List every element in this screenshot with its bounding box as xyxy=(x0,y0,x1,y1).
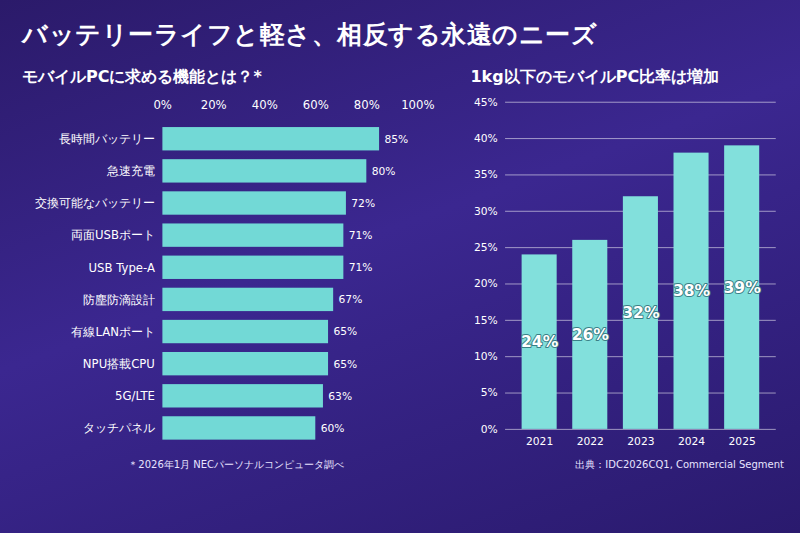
svg-text:71%: 71% xyxy=(349,261,373,274)
svg-text:24%: 24% xyxy=(521,333,559,351)
svg-text:45%: 45% xyxy=(474,96,498,109)
svg-text:0%: 0% xyxy=(153,98,172,112)
svg-text:25%: 25% xyxy=(474,241,498,254)
svg-text:20%: 20% xyxy=(201,98,227,112)
svg-text:38%: 38% xyxy=(673,282,711,300)
svg-text:65%: 65% xyxy=(333,358,357,371)
svg-text:80%: 80% xyxy=(354,98,380,112)
svg-text:40%: 40% xyxy=(252,98,278,112)
svg-text:30%: 30% xyxy=(474,205,498,218)
svg-text:40%: 40% xyxy=(474,132,498,145)
svg-text:USB Type-A: USB Type-A xyxy=(88,261,154,275)
html-text:出典：IDC2026CQ1, Commercial Segm: 出典：IDC2026CQ1, Commercial Segment xyxy=(575,459,784,471)
svg-text:35%: 35% xyxy=(474,168,498,181)
svg-text:15%: 15% xyxy=(474,314,498,327)
svg-text:71%: 71% xyxy=(349,229,373,242)
svg-text:20%: 20% xyxy=(474,277,498,290)
svg-text:NPU搭載CPU: NPU搭載CPU xyxy=(83,357,155,371)
svg-text:100%: 100% xyxy=(401,98,434,112)
svg-text:有線LANポート: 有線LANポート xyxy=(71,325,155,339)
svg-text:67%: 67% xyxy=(339,293,363,306)
svg-text:2022: 2022 xyxy=(577,435,604,448)
svg-text:5%: 5% xyxy=(481,386,498,399)
svg-text:交換可能なバッテリー: 交換可能なバッテリー xyxy=(35,196,155,210)
svg-text:0%: 0% xyxy=(481,423,498,436)
svg-text:2021: 2021 xyxy=(526,435,553,448)
svg-text:65%: 65% xyxy=(333,325,357,338)
svg-text:26%: 26% xyxy=(572,326,610,344)
svg-text:タッチパネル: タッチパネル xyxy=(83,421,155,435)
svg-text:急速充電: 急速充電 xyxy=(106,164,155,178)
svg-text:80%: 80% xyxy=(372,165,396,178)
svg-text:39%: 39% xyxy=(724,279,762,297)
svg-text:2024: 2024 xyxy=(678,435,705,448)
html-text:バッテリーライフと軽さ、相反する永遠のニーズ: バッテリーライフと軽さ、相反する永遠のニーズ xyxy=(22,20,597,49)
svg-text:両面USBポート: 両面USBポート xyxy=(71,228,155,242)
svg-text:63%: 63% xyxy=(328,390,352,403)
svg-text:2025: 2025 xyxy=(729,435,756,448)
html-text:＊2026年1月 NECパーソナルコンピュータ調べ: ＊2026年1月 NECパーソナルコンピュータ調べ xyxy=(128,459,345,471)
svg-text:85%: 85% xyxy=(384,133,408,146)
html-text:モバイルPCに求める機能とは？*: モバイルPCに求める機能とは？* xyxy=(22,67,262,86)
svg-text:防塵防滴設計: 防塵防滴設計 xyxy=(83,293,155,307)
svg-text:10%: 10% xyxy=(474,350,498,363)
svg-text:2023: 2023 xyxy=(628,435,655,448)
svg-text:60%: 60% xyxy=(321,422,345,435)
svg-text:長時間バッテリー: 長時間バッテリー xyxy=(59,132,155,146)
svg-text:32%: 32% xyxy=(623,304,661,322)
svg-text:5G/LTE: 5G/LTE xyxy=(115,389,155,403)
svg-text:72%: 72% xyxy=(351,197,375,210)
svg-text:60%: 60% xyxy=(303,98,329,112)
html-text:1kg以下のモバイルPC比率は増加: 1kg以下のモバイルPC比率は増加 xyxy=(470,67,720,86)
